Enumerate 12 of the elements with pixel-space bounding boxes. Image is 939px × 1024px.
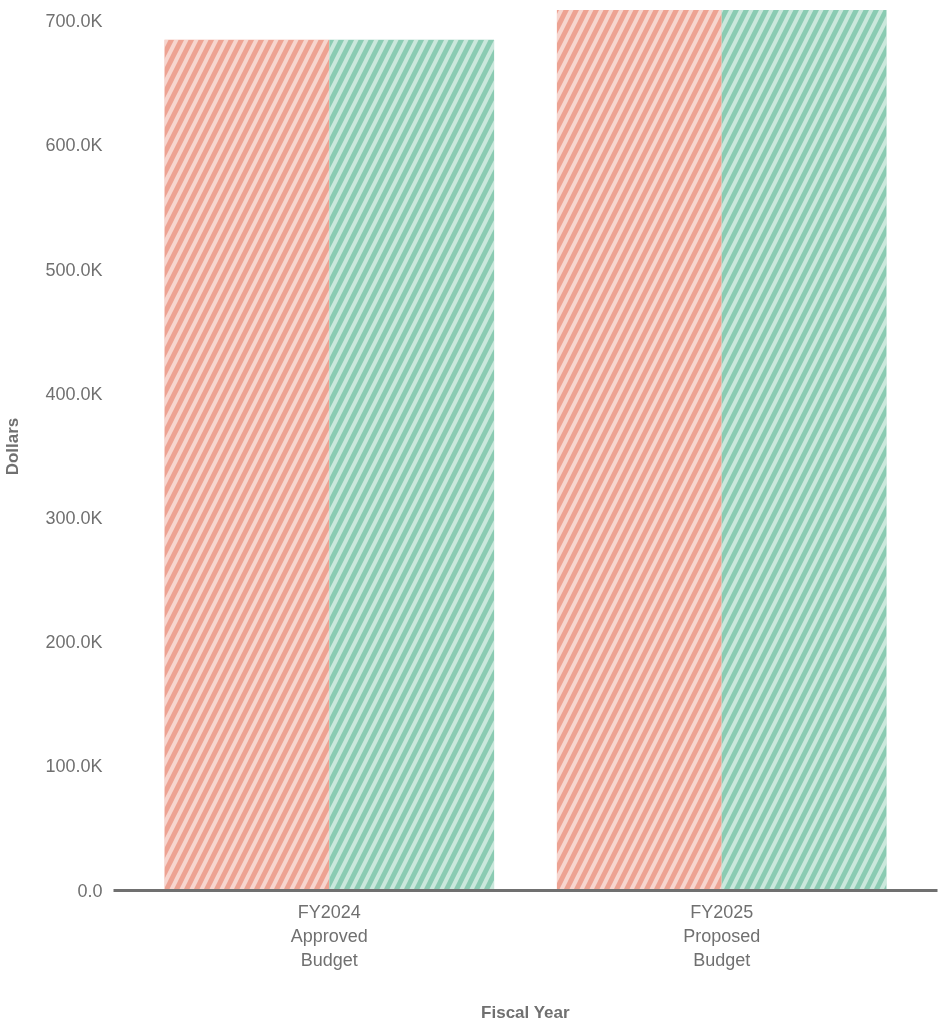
x-tick-label: FY2024 Approved Budget [290,901,368,970]
y-tick-label: 600.0K [45,135,103,156]
x-axis-title: Fiscal Year [481,1002,570,1022]
x-tick-label: FY2025 Proposed Budget [683,901,761,970]
y-axis-title: Dollars [3,417,23,476]
y-tick-label: 500.0K [45,259,103,280]
y-tick-label: 0.0 [77,880,103,901]
y-tick-label: 700.0K [45,11,103,32]
y-tick-label: 100.0K [45,756,103,777]
y-tick-label: 400.0K [45,383,103,404]
y-tick-label: 300.0K [45,507,103,528]
y-tick-label: 200.0K [45,632,103,653]
